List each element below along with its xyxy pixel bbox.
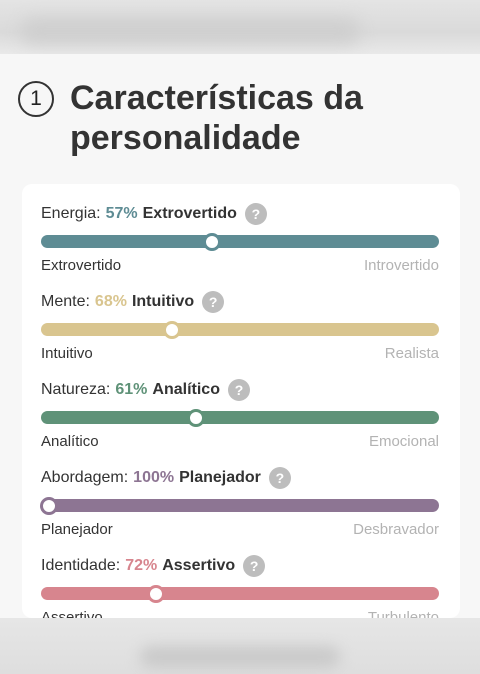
blurred-content	[140, 646, 340, 668]
trait-slider-knob	[39, 496, 58, 515]
trait-right-label: Desbravador	[353, 521, 439, 538]
trait-right-label: Emocional	[368, 433, 439, 450]
trait-mente: Mente: 68% Intuitivo ? Intuitivo Realist…	[41, 290, 439, 362]
trait-energia: Energia: 57% Extrovertido ? Extrovertido…	[41, 202, 439, 274]
trait-label: Mente:	[41, 293, 90, 310]
personality-card: 1 Características da personalidade Energ…	[0, 54, 480, 626]
blurred-bottom-region	[0, 618, 480, 674]
trait-right-label: Realista	[384, 345, 439, 362]
trait-label: Identidade:	[41, 557, 121, 574]
help-icon[interactable]: ?	[244, 203, 267, 225]
trait-slider-track	[41, 320, 439, 339]
trait-left-label: Planejador	[41, 521, 113, 538]
trait-scale-labels: Planejador Desbravador	[41, 521, 439, 538]
blurred-top-region	[0, 0, 480, 54]
trait-heading: Natureza: 61% Analítico ?	[41, 378, 439, 402]
trait-slider-knob	[147, 584, 166, 603]
trait-abordagem: Abordagem: 100% Planejador ? Planejador …	[39, 466, 439, 538]
help-icon[interactable]: ?	[227, 379, 250, 401]
trait-slider-knob	[187, 408, 206, 427]
trait-heading: Energia: 57% Extrovertido ?	[41, 202, 439, 226]
trait-label: Natureza:	[41, 381, 111, 398]
blurred-content	[20, 18, 360, 44]
trait-slider-track	[41, 408, 439, 427]
trait-heading: Mente: 68% Intuitivo ?	[41, 290, 439, 314]
trait-slider-knob	[163, 320, 182, 339]
traits-panel: Energia: 57% Extrovertido ? Extrovertido…	[22, 184, 460, 626]
trait-label: Abordagem:	[41, 469, 129, 486]
trait-heading: Abordagem: 100% Planejador ?	[41, 466, 439, 490]
trait-heading: Identidade: 72% Assertivo ?	[41, 554, 439, 578]
section-number-badge: 1	[18, 81, 54, 117]
trait-percent: 57%	[105, 205, 138, 222]
section-title: Características da personalidade	[70, 79, 363, 157]
trait-left-label: Extrovertido	[41, 257, 122, 274]
trait-identidade: Identidade: 72% Assertivo ? Assertivo Tu…	[41, 554, 439, 626]
help-icon[interactable]: ?	[202, 291, 225, 313]
trait-slider-track	[39, 496, 439, 515]
trait-natureza: Natureza: 61% Analítico ? Analítico Emoc…	[41, 378, 439, 450]
trait-dominant-side: Extrovertido	[142, 205, 237, 222]
trait-right-label: Introvertido	[363, 257, 439, 274]
trait-scale-labels: Extrovertido Introvertido	[41, 257, 439, 274]
trait-percent: 100%	[133, 469, 175, 486]
help-icon[interactable]: ?	[243, 555, 266, 577]
trait-slider-track	[41, 584, 439, 603]
trait-slider-track	[41, 232, 439, 251]
help-icon[interactable]: ?	[268, 467, 291, 489]
trait-slider-knob	[203, 232, 222, 251]
trait-dominant-side: Assertivo	[162, 557, 236, 574]
trait-dominant-side: Intuitivo	[131, 293, 195, 310]
section-header: 1 Características da personalidade	[18, 78, 430, 158]
trait-scale-labels: Analítico Emocional	[41, 433, 439, 450]
trait-left-label: Intuitivo	[41, 345, 93, 362]
trait-dominant-side: Analítico	[152, 381, 220, 398]
trait-label: Energia:	[41, 205, 101, 222]
trait-percent: 61%	[115, 381, 148, 398]
trait-scale-labels: Intuitivo Realista	[41, 345, 439, 362]
trait-percent: 72%	[125, 557, 158, 574]
trait-left-label: Analítico	[41, 433, 99, 450]
trait-percent: 68%	[94, 293, 127, 310]
trait-dominant-side: Planejador	[179, 469, 261, 486]
